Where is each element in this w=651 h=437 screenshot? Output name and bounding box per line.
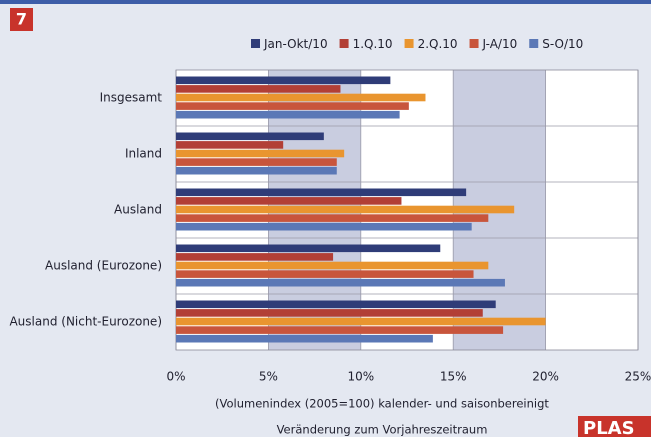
y-tick-label: Ausland (Nicht-Eurozone): [9, 315, 162, 329]
legend-swatch: [469, 39, 479, 48]
legend-swatch: [339, 39, 349, 48]
logo-box: [578, 416, 651, 437]
top-rule: [0, 0, 651, 4]
bar: [176, 85, 341, 93]
bar: [176, 149, 345, 158]
y-tick-label: Insgesamt: [100, 91, 163, 105]
legend-swatch: [251, 39, 260, 48]
bar: [176, 244, 441, 253]
legend-label: J-A/10: [482, 37, 518, 51]
figure-number: 7: [16, 10, 27, 29]
bar: [176, 205, 515, 214]
bar: [176, 317, 546, 326]
x-tick-label: 15%: [440, 370, 467, 384]
y-tick-label: Ausland: [114, 203, 162, 217]
bar: [176, 309, 483, 317]
figure-badge: [10, 8, 33, 31]
bar: [176, 214, 489, 222]
bar: [176, 132, 324, 141]
x-tick-label: 10%: [347, 370, 374, 384]
legend-label: 2.Q.10: [418, 37, 458, 51]
legend-label: 1.Q.10: [353, 37, 393, 51]
x-axis-label: Veränderung zum Vorjahreszeitraum: [277, 423, 488, 437]
legend-label: Jan-Okt/10: [263, 37, 328, 51]
y-tick-label: Inland: [125, 147, 162, 161]
bar: [176, 334, 433, 343]
x-tick-label: 0%: [166, 370, 185, 384]
x-axis-label: (Volumenindex (2005=100) kalender- und s…: [215, 397, 549, 411]
bar: [176, 300, 496, 309]
legend-label: S-O/10: [542, 37, 583, 51]
bar: [176, 158, 337, 166]
bar: [176, 222, 472, 231]
bar: [176, 76, 391, 85]
bar: [176, 253, 334, 261]
x-tick-label: 25%: [625, 370, 651, 384]
x-tick-label: 20%: [532, 370, 559, 384]
bar: [176, 278, 505, 287]
legend-swatch: [404, 39, 414, 48]
bar: [176, 102, 409, 110]
y-tick-label: Ausland (Eurozone): [45, 259, 162, 273]
bar: [176, 188, 467, 197]
bar: [176, 110, 400, 119]
bar: [176, 197, 402, 205]
bar: [176, 261, 489, 270]
bar: [176, 326, 504, 334]
bar: [176, 270, 474, 278]
x-tick-label: 5%: [259, 370, 278, 384]
bar: [176, 141, 284, 149]
bar: [176, 166, 337, 175]
bar: [176, 93, 426, 102]
legend-swatch: [529, 39, 539, 48]
logo: PLAS: [583, 418, 635, 437]
